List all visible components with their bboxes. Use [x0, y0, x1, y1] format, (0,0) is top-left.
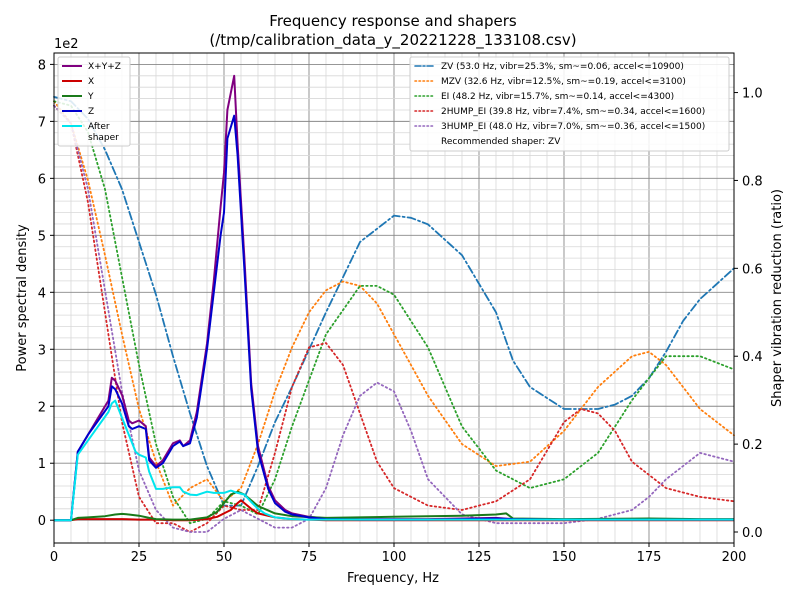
y-right-tick-label: 0.4 — [742, 350, 763, 365]
chart-title-line1: Frequency response and shapers — [269, 12, 517, 30]
x-tick-label: 175 — [637, 550, 662, 565]
shaper-line-2 — [53, 100, 735, 525]
y-left-tick-label: 1 — [38, 457, 46, 472]
psd-legend-label: After — [88, 122, 110, 132]
psd-legend-label: shaper — [88, 133, 119, 143]
y-right-tick-label: 0.6 — [742, 262, 763, 277]
psd-legend-label: Z — [88, 107, 94, 117]
shaper-legend: ZV (53.0 Hz, vibr=25.3%, sm~=0.06, accel… — [409, 56, 730, 152]
shaper-legend-label: EI (48.2 Hz, vibr=15.7%, sm~=0.14, accel… — [441, 92, 674, 102]
x-tick-label: 200 — [722, 550, 747, 565]
y-right-tick-label: 0.8 — [742, 174, 763, 189]
y-left-tick-label: 7 — [38, 115, 46, 130]
shaper-legend-label: 2HUMP_EI (39.8 Hz, vibr=7.4%, sm~=0.34, … — [441, 107, 705, 117]
y-left-multiplier: 1e2 — [54, 37, 79, 52]
x-tick-label: 25 — [131, 550, 148, 565]
y-left-tick-label: 5 — [38, 229, 46, 244]
psd-lines — [54, 74, 734, 522]
y-left-tick-label: 2 — [38, 400, 46, 415]
psd-legend-label: Y — [87, 92, 94, 102]
y-right-axis-label: Shaper vibration reduction (ratio) — [770, 189, 785, 407]
recommended-shaper-text: Recommended shaper: ZV — [441, 137, 561, 147]
x-tick-label: 0 — [50, 550, 58, 565]
shaper-legend-box — [409, 56, 730, 152]
psd-legend-label: X+Y+Z — [88, 62, 121, 72]
y-right-tick-label: 0.2 — [742, 438, 763, 453]
y-left-tick-label: 4 — [38, 286, 46, 301]
shaper-line-1 — [53, 100, 735, 507]
psd-line-4 — [54, 399, 734, 522]
psd-legend-label: X — [88, 77, 94, 87]
y-left-tick-label: 3 — [38, 343, 46, 358]
shaper-legend-label: ZV (53.0 Hz, vibr=25.3%, sm~=0.06, accel… — [441, 62, 684, 72]
y-left-tick-label: 0 — [38, 514, 46, 529]
chart-title-line2: (/tmp/calibration_data_y_20221228_133108… — [209, 31, 576, 50]
x-tick-label: 100 — [382, 550, 407, 565]
shaper-line-0 — [53, 96, 735, 507]
shaper-legend-label: MZV (32.6 Hz, vibr=12.5%, sm~=0.19, acce… — [441, 77, 686, 87]
y-right-tick-label: 1.0 — [742, 87, 763, 102]
x-axis-label: Frequency, Hz — [347, 571, 439, 586]
y-left-axis-label: Power spectral density — [15, 224, 30, 372]
shaper-line-3 — [53, 104, 735, 533]
x-tick-label: 150 — [552, 550, 577, 565]
x-tick-label: 75 — [301, 550, 318, 565]
psd-line-2 — [54, 490, 734, 522]
psd-legend-box — [57, 56, 131, 147]
shaper-legend-label: 3HUMP_EI (48.0 Hz, vibr=7.0%, sm~=0.36, … — [441, 122, 705, 132]
x-tick-label: 50 — [216, 550, 233, 565]
axes: 0 25 50 75 100 125 150 175 200 0 1 2 3 4 5 6 7 8 0.0 0.2 0.4… — [38, 58, 763, 565]
y-left-tick-label: 8 — [38, 58, 46, 73]
x-tick-label: 125 — [467, 550, 492, 565]
y-left-tick-label: 6 — [38, 172, 46, 187]
y-right-tick-label: 0.0 — [742, 526, 763, 541]
